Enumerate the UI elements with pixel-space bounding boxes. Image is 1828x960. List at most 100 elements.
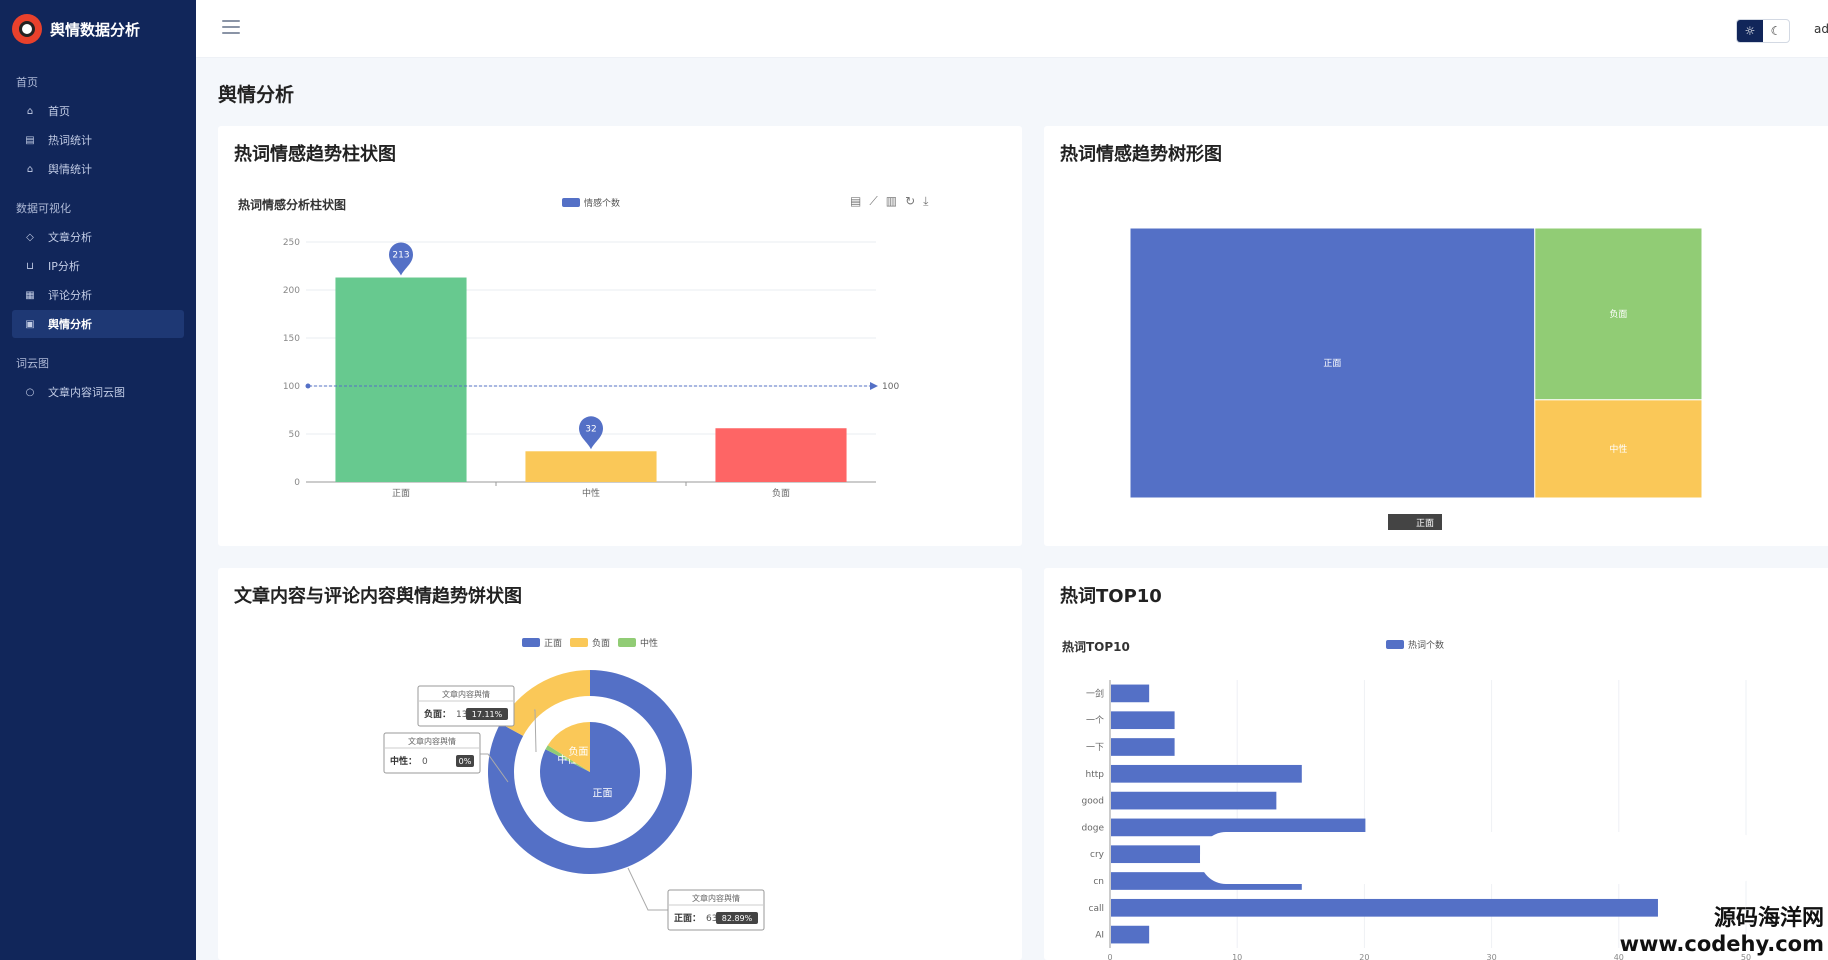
data-view-icon[interactable]: ▤ xyxy=(850,194,862,208)
document-icon: ▦ xyxy=(25,289,35,301)
download-icon[interactable]: ⤓ xyxy=(923,194,929,208)
breadcrumb-root[interactable] xyxy=(1388,514,1410,530)
legend-item[interactable]: 中性 xyxy=(618,636,658,649)
bar xyxy=(1111,738,1175,756)
topbar: ☼ ☾ admin xyxy=(196,0,1828,58)
markline-start xyxy=(305,383,311,389)
bar xyxy=(1111,845,1201,864)
tooltip-percent-bg xyxy=(466,708,508,720)
y-tick-label: 250 xyxy=(283,238,300,248)
tooltip-label: 负面： xyxy=(424,708,451,720)
x-tick-label: 中性 xyxy=(582,487,600,499)
legend-label: 正面 xyxy=(544,639,563,649)
y-tick-label: 100 xyxy=(283,382,300,392)
sidebar-item-article-analysis[interactable]: ◇ 文章分析 xyxy=(12,223,184,251)
sidebar-item-label: 文章内容词云图 xyxy=(48,386,125,399)
user-menu[interactable]: admin xyxy=(1814,22,1828,36)
x-tick-label: 40 xyxy=(1614,953,1624,960)
legend-swatch xyxy=(1386,640,1404,649)
bar-chart: 0 50 100 150 200 250 正面 中性 负面 100 213 32 xyxy=(283,238,900,499)
inner-slice xyxy=(547,722,590,772)
sidebar-item-label: 舆情统计 xyxy=(48,163,92,176)
y-tick-label: cn xyxy=(1093,877,1104,887)
tooltip-value: 13 xyxy=(456,710,467,720)
brand-title: 舆情数据分析 xyxy=(50,20,141,39)
sidebar-item-wordcloud[interactable]: ○ 文章内容词云图 xyxy=(12,378,184,406)
x-tick-label: 10 xyxy=(1232,953,1242,960)
page-title: 舆情分析 xyxy=(218,84,295,106)
legend-label: 负面 xyxy=(592,639,611,649)
outer-slice xyxy=(500,670,590,736)
markpoint-label: 213 xyxy=(392,251,409,261)
legend-item[interactable]: 负面 xyxy=(570,636,610,649)
cart-icon: ⊔ xyxy=(26,260,34,272)
bar xyxy=(1111,791,1277,810)
y-tick-label: doge xyxy=(1082,823,1105,833)
tooltip-title: 文章内容舆情 xyxy=(442,689,490,699)
bank-icon: ⌂ xyxy=(26,163,34,175)
markpoint-pin xyxy=(389,242,413,276)
sidebar-item-ip-analysis[interactable]: ⊔ IP分析 xyxy=(12,252,184,280)
bar-chart-legend[interactable]: 情感个数 xyxy=(562,196,620,209)
legend-item[interactable]: 正面 xyxy=(522,636,562,649)
tooltip-leader xyxy=(534,709,537,753)
y-tick-label: 一剑 xyxy=(1086,687,1104,699)
sidebar-item-home[interactable]: ⌂ 首页 xyxy=(12,97,184,125)
markline-label: 100 xyxy=(882,382,899,392)
moon-icon[interactable]: ☾ xyxy=(1770,24,1782,38)
bar xyxy=(1111,711,1175,730)
y-tick-label: call xyxy=(1089,904,1104,914)
sidebar-item-label: 舆情分析 xyxy=(48,318,92,331)
treemap-label: 中性 xyxy=(1609,443,1627,455)
markpoint-label: 32 xyxy=(585,424,596,434)
sidebar-item-opinion-stats[interactable]: ⌂ 舆情统计 xyxy=(12,155,184,183)
y-tick-label: good xyxy=(1082,797,1104,807)
bar-card-title: 热词情感趋势柱状图 xyxy=(234,144,396,165)
tooltip-label: 正面： xyxy=(674,913,701,924)
treemap-breadcrumb[interactable]: 正面 xyxy=(1388,514,1443,530)
sidebar-item-hotword-stats[interactable]: ▤ 热词统计 xyxy=(12,126,184,154)
tooltip-percent-bg xyxy=(456,755,474,767)
brand[interactable]: 舆情数据分析 xyxy=(0,0,196,58)
y-tick-label: 一下 xyxy=(1086,743,1104,753)
menu-toggle-icon[interactable] xyxy=(222,20,240,34)
nav-group-label: 数据可视化 xyxy=(16,202,71,215)
tooltip-label: 中性： xyxy=(390,755,417,767)
inner-slice-label: 正面 xyxy=(593,788,613,799)
home-icon: ⌂ xyxy=(26,105,34,117)
tooltip-value: 0 xyxy=(422,757,428,767)
chat-icon: ○ xyxy=(25,386,35,398)
pie-chart-legend[interactable]: 正面 负面 中性 xyxy=(522,636,658,649)
top10-chart-legend[interactable]: 热词个数 xyxy=(1386,638,1444,651)
bar xyxy=(1111,684,1150,703)
breadcrumb-item[interactable]: 正面 xyxy=(1410,514,1443,530)
line-switch-icon[interactable]: ⟋ xyxy=(869,194,878,208)
sidebar-item-opinion-analysis[interactable]: ▣ 舆情分析 xyxy=(12,310,184,338)
treemap-label: 负面 xyxy=(1609,308,1627,320)
sidebar-nav: 首页 ⌂ 首页 ▤ 热词统计 ⌂ 舆情统计数据可视化 ◇ 文章分析 ⊔ IP分析 ▦ 评论分析 ▣ 舆情分析… xyxy=(0,58,196,406)
watermark-line2: www.codehy.com xyxy=(1619,932,1824,956)
x-tick-label: 30 xyxy=(1487,953,1497,960)
x-tick-label: 0 xyxy=(1107,953,1112,960)
sidebar-item-comment-analysis[interactable]: ▦ 评论分析 xyxy=(12,281,184,309)
legend-swatch xyxy=(562,198,580,207)
bar-switch-icon[interactable]: ▥ xyxy=(885,194,898,208)
nav-group-label: 首页 xyxy=(16,76,38,89)
sidebar-item-label: 热词统计 xyxy=(48,134,92,147)
tooltip-title: 文章内容舆情 xyxy=(692,893,740,903)
sun-icon[interactable]: ☼ xyxy=(1737,20,1763,42)
theme-toggle[interactable]: ☼ ☾ xyxy=(1736,19,1790,43)
blurred-overlay xyxy=(1200,832,1760,884)
restore-icon[interactable]: ↻ xyxy=(905,194,916,208)
x-tick-label: 负面 xyxy=(772,487,790,499)
bar xyxy=(1111,898,1658,917)
markpoint-pin xyxy=(579,416,603,450)
x-tick-label: 正面 xyxy=(392,488,410,499)
y-tick-label: 一个 xyxy=(1086,715,1104,726)
weibo-logo-icon xyxy=(12,14,42,44)
tooltip-percent: 17.11% xyxy=(472,710,503,719)
tooltip-value: 63 xyxy=(706,914,717,924)
